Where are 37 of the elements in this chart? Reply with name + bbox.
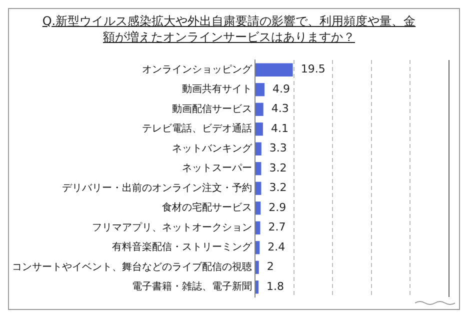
bar — [256, 122, 263, 136]
data-label: 3.3 — [269, 142, 287, 155]
data-label: 3.2 — [269, 181, 287, 194]
data-label: 2.9 — [268, 200, 286, 214]
bar — [256, 280, 258, 294]
data-label: 1.8 — [266, 280, 284, 293]
y-tick-label: 食材の宅配サービス — [162, 202, 252, 214]
bar — [256, 102, 264, 116]
bar — [256, 260, 259, 274]
y-tick-label: デリバリー・出前のオンライン注文・予約 — [62, 182, 252, 194]
bar — [256, 63, 293, 76]
data-label: 2.7 — [268, 220, 286, 234]
data-label: 4.1 — [270, 122, 288, 135]
chart-title: Q.新型ウイルス感染拡大や外出自粛要請の影響で、利用頻度や量、金額が増えたオンラインサービスはありますか？ — [42, 14, 416, 44]
data-label: 2 — [266, 260, 274, 274]
y-tick-label: 動画配信サービス — [172, 102, 252, 115]
y-tick-label: 電子書籍・雑誌、電子新聞 — [132, 280, 252, 293]
data-label: 4.3 — [271, 102, 289, 116]
y-tick-label: フリマアプリ、ネットオークション — [92, 221, 252, 234]
y-tick-label: ネットスーパー — [182, 163, 252, 174]
bar — [256, 202, 261, 215]
y-tick-label: テレビ電話、ビデオ通話 — [142, 122, 252, 135]
data-label: 19.5 — [300, 62, 326, 76]
bar — [256, 241, 260, 254]
bar — [256, 83, 265, 96]
data-label: 3.2 — [269, 161, 287, 174]
data-label: 4.9 — [272, 82, 290, 96]
y-tick-label: コンサートやイベント、舞台などのライブ配信の視聴 — [12, 260, 252, 273]
data-label: 2.4 — [268, 240, 286, 254]
bar — [256, 182, 262, 195]
bar — [256, 162, 262, 176]
bar — [256, 142, 262, 156]
y-tick-label: ネットバンキング — [172, 143, 253, 154]
bar — [256, 221, 260, 234]
y-tick-label: オンラインショッピング — [142, 64, 253, 76]
y-tick-label: 有料音楽配信・ストリーミング — [112, 241, 253, 254]
y-tick-label: 動画共有サイト — [182, 83, 252, 96]
